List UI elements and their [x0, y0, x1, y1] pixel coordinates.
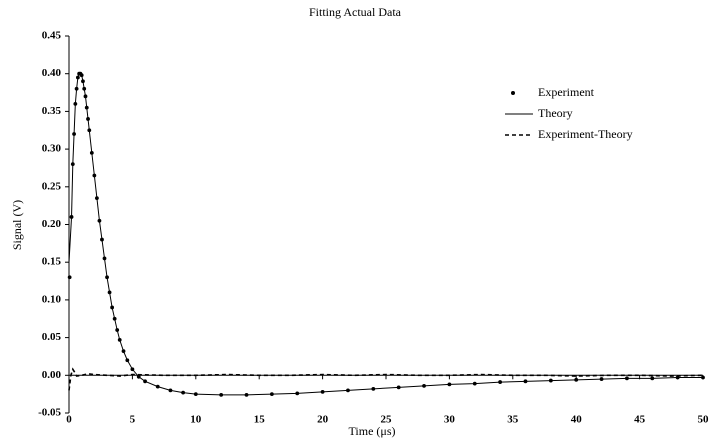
chart-title: Fitting Actual Data — [309, 5, 402, 19]
series-line — [68, 72, 703, 396]
legend-label: Experiment — [538, 85, 595, 99]
y-tick-label: 0.05 — [42, 331, 62, 343]
x-tick-label: 30 — [444, 414, 456, 426]
x-tick-label: 45 — [634, 414, 646, 426]
legend-label: Theory — [538, 106, 573, 120]
x-tick-label: 20 — [317, 414, 329, 426]
y-tick-label: 0.40 — [42, 67, 62, 79]
x-tick-label: 15 — [254, 414, 266, 426]
legend-marker — [511, 91, 515, 95]
x-tick-label: 35 — [507, 414, 519, 426]
y-tick-label: -0.05 — [38, 407, 61, 419]
y-tick-label: 0.20 — [42, 218, 62, 230]
x-tick-label: 5 — [130, 414, 136, 426]
data-point — [67, 275, 72, 280]
y-tick-label: 0.15 — [42, 256, 62, 268]
y-tick-label: 0.00 — [42, 369, 62, 381]
y-tick-label: 0.10 — [42, 293, 62, 305]
y-axis-label: Signal (V) — [10, 200, 24, 250]
x-axis-label: Time (μs) — [349, 424, 396, 438]
x-tick-label: 25 — [381, 414, 393, 426]
y-tick-label: 0.45 — [42, 30, 62, 42]
series-line — [68, 367, 704, 391]
y-tick-label: 0.30 — [42, 143, 62, 155]
y-tick-label: 0.35 — [42, 105, 62, 117]
y-tick-label: 0.25 — [42, 180, 62, 192]
x-tick-label: 50 — [698, 414, 710, 426]
x-tick-label: 10 — [190, 414, 202, 426]
legend-label: Experiment-Theory — [538, 127, 633, 141]
x-tick-label: 0 — [66, 414, 72, 426]
x-tick-label: 40 — [571, 414, 583, 426]
